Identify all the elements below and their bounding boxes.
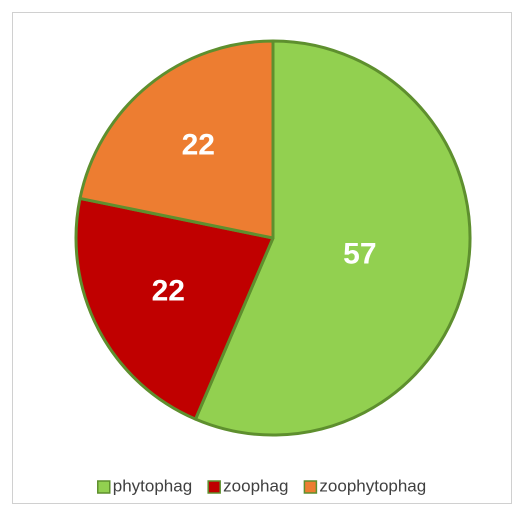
legend-label: phytophag (113, 476, 192, 495)
legend-label: zoophytophag (319, 476, 426, 495)
data-label: 22 (182, 128, 215, 161)
legend-swatch (97, 480, 111, 494)
data-label: 22 (152, 275, 185, 308)
pie-slice (74, 196, 275, 421)
pie-slice (193, 39, 472, 437)
legend-swatch (303, 480, 318, 494)
data-label: 57 (343, 238, 376, 271)
pie-slice (78, 39, 275, 240)
legend-swatch (207, 480, 221, 494)
legend-label: zoophag (223, 476, 288, 495)
